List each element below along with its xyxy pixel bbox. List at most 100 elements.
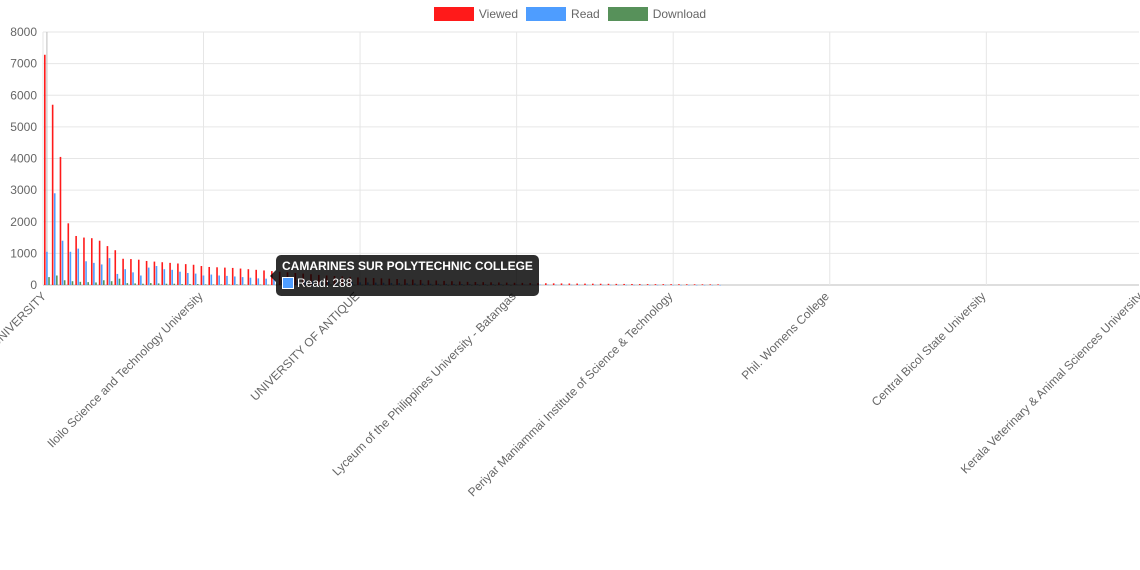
bar-read [187,272,189,285]
bar-viewed [584,283,586,285]
bar-viewed [263,270,265,285]
bar-viewed [106,246,109,285]
bar-download [259,284,262,286]
bar-viewed [44,54,46,285]
bar-read [124,269,126,285]
bar-download [134,283,136,285]
bar-viewed [654,284,657,285]
bar-read [257,278,260,285]
bar-viewed [90,238,93,285]
bar-read [594,284,596,286]
bar-viewed [255,269,257,285]
x-tick-label: Iloilo Science and Technology University [44,289,205,450]
bar-read [601,284,604,286]
bar-viewed [59,156,62,285]
bar-download [189,284,191,285]
bar-read [648,284,651,286]
bar-download [142,283,144,285]
y-tick-label: 4000 [10,152,37,166]
x-tick-label: Phil. Womens College [739,289,832,382]
bar-read [249,277,252,285]
bar-read [265,278,267,285]
bar-download [243,284,246,286]
bar-download [56,275,58,285]
bar-viewed [678,284,680,285]
legend-swatch-read [526,7,567,21]
tooltip-title: CAMARINES SUR POLYTECHNIC COLLEGE [282,259,533,273]
bar-read [61,240,64,285]
bar-viewed [693,284,696,285]
bar-download [126,283,129,285]
tooltip-value: Read: 288 [297,276,353,290]
bar-viewed [568,283,571,285]
legend-item-download[interactable]: Download [607,7,706,21]
bar-read [77,248,80,285]
bar-read [140,275,142,285]
bar-read [194,273,197,285]
bar-read [688,284,690,286]
bar-viewed [607,283,610,285]
y-tick-label: 5000 [10,120,37,134]
bar-read [241,277,244,285]
bar-read [586,284,588,286]
legend-swatch-viewed [433,7,474,21]
bar-read [234,276,236,285]
bar-read [609,284,612,286]
bar-read [147,267,150,285]
bar-read [46,251,48,285]
legend-item-viewed[interactable]: Viewed [433,7,519,21]
bar-viewed [75,235,77,285]
bar-viewed [137,259,140,285]
bar-viewed [623,283,625,285]
bar-download [251,284,254,286]
bar-viewed [192,264,195,285]
bar-viewed [576,283,578,285]
x-tick-label: UNIVERSITY OF ANTIQUE [248,289,362,403]
bar-viewed [208,266,211,285]
legend-item-read[interactable]: Read [526,7,600,21]
bar-viewed [717,284,719,285]
bar-viewed [709,284,712,285]
legend-label-read: Read [571,7,600,21]
bar-download [87,282,89,285]
bar-read [703,284,706,286]
bar-download [79,281,82,285]
bar-read [202,275,205,285]
bar-viewed [83,237,85,285]
tooltip-line: Read: 288 [282,276,533,290]
bar-read [633,284,635,286]
bar-read [155,266,158,285]
bar-viewed [169,262,171,285]
bar-viewed [685,284,688,285]
bar-viewed [184,264,187,285]
bar-viewed [130,259,132,285]
tooltip-swatch [282,277,294,289]
bar-read [69,251,72,285]
bar-viewed [239,268,242,285]
bar-viewed [662,284,665,285]
bar-viewed [224,267,226,285]
bar-download [212,284,215,285]
bar-read [625,284,628,286]
bar-read [85,261,87,285]
bar-viewed [51,104,54,285]
bar-viewed [231,267,234,285]
bar-read [562,284,565,286]
bar-read [93,262,95,285]
bar-read [664,284,667,286]
bar-viewed [67,223,70,285]
bar-read [554,284,557,286]
bar-download [48,277,50,285]
bar-viewed [545,283,547,285]
bar-viewed [638,284,641,285]
legend-label-viewed: Viewed [478,7,519,21]
bar-read [179,271,181,285]
bar-read [711,284,714,286]
bar-read [617,284,620,286]
bar-read [218,275,220,285]
bar-download [236,284,238,285]
bar-download [63,280,66,285]
x-tick-label: Kerala Veterinary & Animal Sciences Univ… [958,289,1140,476]
bar-download [157,283,160,285]
bar-download [110,281,113,285]
